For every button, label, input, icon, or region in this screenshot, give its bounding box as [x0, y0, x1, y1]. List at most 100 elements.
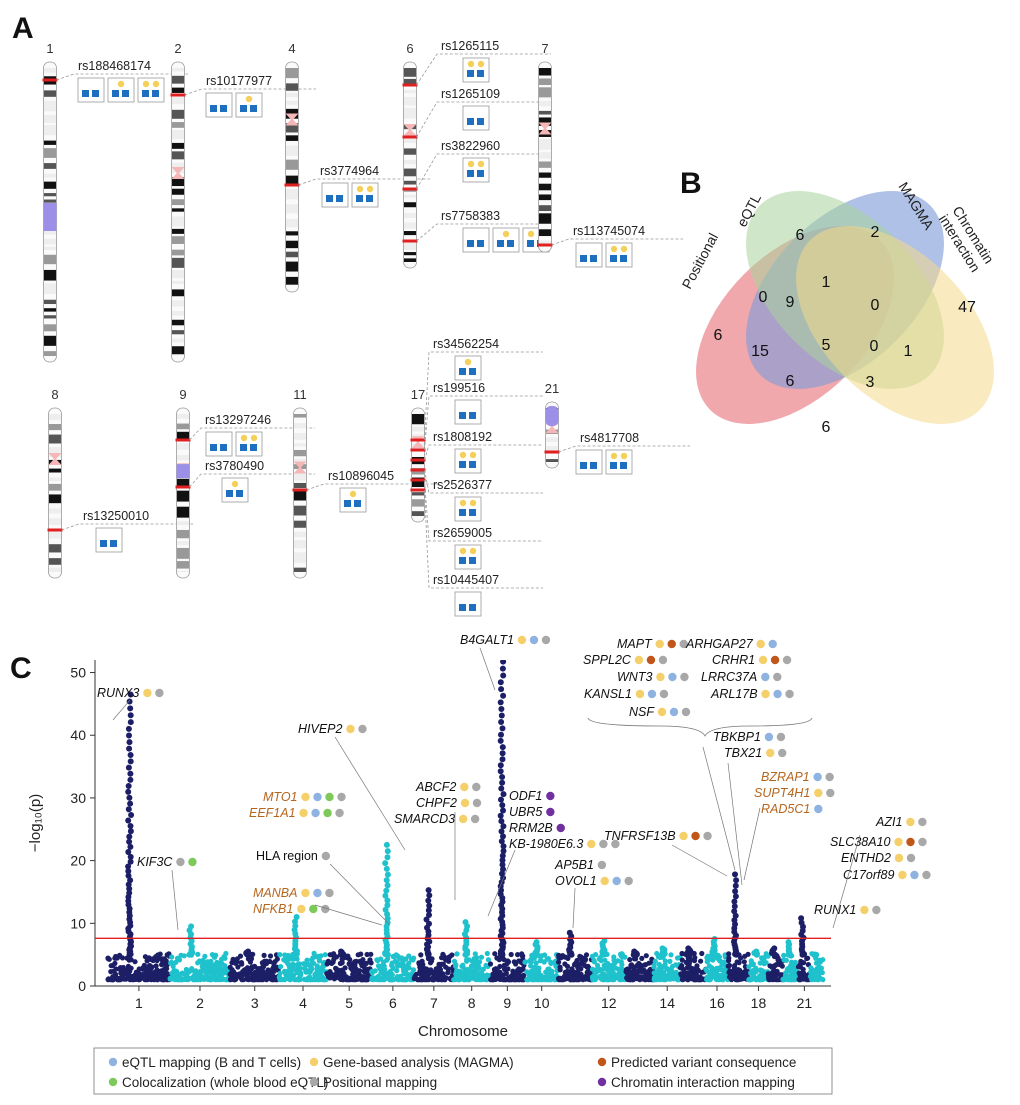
- snp-point: [188, 923, 195, 930]
- snp-point: [352, 977, 358, 983]
- snp-point: [601, 937, 608, 944]
- tissue-icon: [366, 195, 373, 202]
- snp-point: [804, 955, 810, 962]
- snp-point: [516, 966, 523, 973]
- snp-leader-line: [424, 489, 543, 589]
- centromere: [538, 122, 552, 135]
- venn-region-count: 0: [870, 338, 879, 355]
- snp-point: [578, 961, 584, 967]
- snp-marker: [402, 239, 418, 243]
- snp-point: [499, 652, 505, 658]
- snp-point: [308, 961, 314, 968]
- snp-point: [318, 953, 324, 959]
- band: [49, 468, 61, 473]
- source-dot-consequence: [646, 655, 656, 665]
- chromosome-5-points: [324, 948, 374, 983]
- cell-icon: [245, 95, 253, 103]
- snp-point: [631, 965, 637, 971]
- snp-point: [485, 957, 491, 963]
- snp-point: [691, 972, 697, 978]
- snp-marker: [284, 183, 300, 187]
- band: [404, 68, 416, 77]
- snp-point: [643, 953, 649, 959]
- chromosome-2-points: [167, 923, 233, 983]
- snp-point: [641, 974, 647, 980]
- band: [172, 338, 184, 343]
- band: [172, 236, 184, 244]
- snp-point: [556, 977, 562, 983]
- chromosome-10-points: [522, 939, 562, 983]
- snp-point: [497, 679, 504, 686]
- snp-point: [426, 975, 432, 982]
- tissue-icon: [527, 240, 534, 247]
- box-frame: [205, 431, 233, 457]
- snp-rsid: rs3780490: [205, 459, 264, 473]
- snp-point: [430, 977, 437, 983]
- snp-rsid: rs10177977: [206, 74, 272, 88]
- chromosome-label: 4: [288, 41, 295, 56]
- snp-point: [532, 977, 539, 983]
- snp-point: [130, 977, 136, 983]
- band: [286, 145, 298, 156]
- gene-label: OVOL1: [555, 874, 597, 888]
- snp-point: [113, 953, 119, 960]
- venn-region-count: 6: [714, 327, 723, 344]
- snp-point: [289, 961, 295, 968]
- snp-point: [234, 956, 240, 962]
- source-dot-eqtl: [814, 804, 823, 814]
- snp-point: [510, 968, 516, 974]
- snp-point: [753, 948, 760, 955]
- chromosome-label: 9: [179, 387, 186, 402]
- source-dot-magma: [143, 688, 152, 698]
- tissue-icon: [467, 240, 474, 247]
- venn-region-count: 47: [958, 299, 976, 316]
- snp-point: [498, 686, 505, 693]
- snp-point: [423, 916, 430, 923]
- band: [412, 426, 424, 432]
- cell-icon: [610, 452, 618, 460]
- source-dot-eqtl: [647, 689, 657, 699]
- snp-point: [400, 959, 406, 965]
- cell-type-box: [95, 527, 123, 553]
- cell-icon: [240, 434, 248, 442]
- source-dot-magma: [634, 655, 644, 665]
- x-tick-label: 16: [709, 995, 725, 1011]
- snp-point: [423, 971, 429, 977]
- snp-point: [575, 975, 581, 982]
- band: [49, 483, 61, 491]
- snp-point: [757, 967, 764, 973]
- snp-point: [399, 955, 405, 961]
- band: [44, 324, 56, 332]
- snp-point: [364, 977, 370, 983]
- x-tick-label: 7: [430, 995, 438, 1011]
- gene-label: EEF1A1: [249, 806, 296, 820]
- chromosome-15-points: [677, 945, 709, 983]
- band: [294, 540, 306, 549]
- band: [49, 424, 61, 431]
- snp-point: [557, 964, 563, 970]
- snp-point: [564, 968, 571, 975]
- snp-point: [142, 977, 148, 983]
- snp-point: [286, 969, 292, 975]
- snp-point: [176, 974, 182, 980]
- snp-point: [126, 890, 133, 896]
- snp-point: [499, 750, 506, 757]
- annotation-connector: [112, 699, 131, 721]
- snp-point: [200, 958, 206, 965]
- snp-point: [577, 953, 583, 960]
- snp-point: [726, 951, 732, 957]
- snp-point: [227, 964, 233, 970]
- snp-point: [605, 967, 611, 974]
- source-dot-coloc: [323, 808, 332, 818]
- gene-label: TBKBP1: [713, 730, 761, 744]
- band: [44, 238, 56, 245]
- band: [44, 269, 56, 281]
- source-dot-positional: [321, 851, 331, 861]
- snp-leader-line: [558, 445, 690, 453]
- snp-point: [508, 951, 514, 958]
- chromosome-18-points: [746, 948, 771, 983]
- band: [546, 446, 558, 455]
- tissue-icon: [122, 90, 129, 97]
- snp-point: [699, 950, 705, 957]
- band: [539, 68, 551, 76]
